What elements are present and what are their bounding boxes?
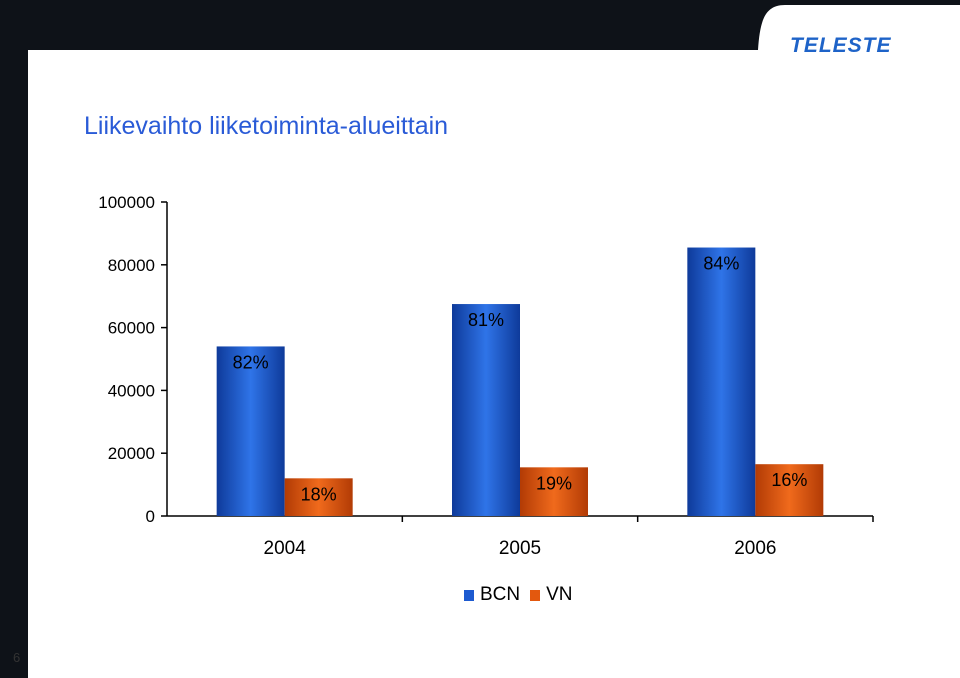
bar-vn (755, 464, 824, 516)
x-category-label: 2006 (734, 538, 776, 559)
bar-vn (520, 467, 588, 516)
legend-label-bcn: BCN (480, 584, 521, 605)
legend-item-vn: VN (530, 584, 573, 606)
bar-bcn (687, 247, 756, 516)
x-category-label: 2004 (264, 538, 307, 559)
bar-label-bcn: 81% (468, 310, 504, 330)
y-tick-label: 60000 (108, 319, 155, 338)
left-border-band (0, 0, 28, 678)
slide-title: Liikevaihto liiketoiminta-alueittain (84, 112, 449, 140)
x-category-label: 2005 (499, 538, 541, 559)
top-header-band (0, 0, 960, 50)
legend-swatch-bcn (464, 589, 474, 601)
legend-label-vn: VN (546, 584, 573, 605)
chart-legend: BCN VN (464, 584, 583, 606)
bar-label-vn: 19% (536, 473, 572, 493)
y-tick-label: 40000 (108, 381, 155, 400)
y-tick-label: 100000 (98, 193, 155, 212)
teleste-logo: TELESTE (790, 34, 892, 57)
bar-label-bcn: 84% (703, 254, 739, 274)
legend-item-bcn: BCN (464, 584, 520, 606)
y-tick-label: 20000 (108, 444, 155, 463)
bar-bcn (216, 346, 285, 516)
page-number: 6 (13, 650, 21, 665)
bar-label-vn: 16% (771, 470, 807, 490)
legend-swatch-vn (530, 589, 541, 601)
bar-vn (284, 478, 353, 516)
y-tick-label: 80000 (108, 256, 155, 275)
bar-bcn (452, 304, 520, 516)
y-tick-label: 0 (146, 507, 155, 526)
bar-label-vn: 18% (301, 484, 337, 504)
bar-label-bcn: 82% (233, 352, 269, 372)
